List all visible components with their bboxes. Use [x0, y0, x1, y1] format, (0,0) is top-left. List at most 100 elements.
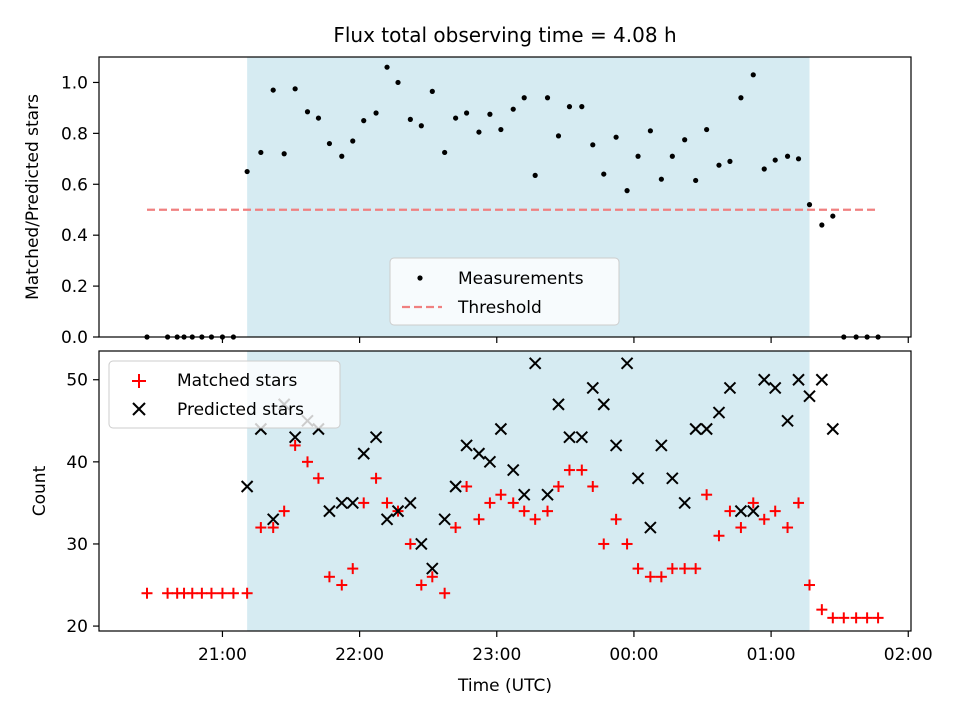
matched-star-point [552, 480, 564, 492]
measurement-point [784, 153, 791, 159]
measurement-point [521, 95, 527, 101]
matched-star-point [690, 563, 702, 575]
matched-star-point [347, 563, 359, 575]
predicted-star-point [346, 496, 359, 510]
predicted-star-point [563, 431, 576, 444]
predicted-star-point [507, 463, 520, 477]
matched-star-point [850, 612, 862, 624]
measurement-point [555, 133, 562, 139]
matched-star-point [793, 497, 805, 509]
measurement-point [361, 118, 367, 124]
predicted-star-point [723, 381, 737, 395]
bottom-y-tick-label: 40 [66, 453, 88, 473]
measurement-point [304, 109, 311, 115]
measurement-point [476, 129, 482, 135]
top-y-tick-label: 0.4 [61, 226, 88, 246]
bottom-y-tick-label: 30 [66, 535, 88, 555]
matched-star-point [529, 513, 541, 525]
predicted-star-point [426, 562, 439, 575]
bottom-x-ticks: 21:00 22:00 23:00 00:00 01:00 02:00 [198, 631, 933, 665]
bottom-y-tick-label: 50 [66, 371, 88, 391]
predicted-star-point [815, 373, 829, 386]
matched-star-point [542, 505, 554, 517]
predicted-star-point [494, 422, 508, 436]
predicted-star-point [689, 422, 702, 436]
top-y-tick-label: 0.0 [61, 328, 88, 348]
predicted-star-point [240, 480, 254, 493]
matched-star-point [323, 571, 335, 583]
bottom-y-ticks: 20 30 40 50 [66, 371, 99, 637]
top-y-tick-label: 0.8 [61, 124, 88, 144]
matched-star-point [426, 571, 438, 583]
matched-star-point [827, 612, 839, 624]
matched-star-point [518, 505, 530, 517]
matched-star-point [758, 513, 770, 525]
predicted-star-point [472, 447, 486, 460]
legend-matched-marker [132, 374, 146, 388]
predicted-star-point [620, 357, 634, 370]
measurement-point [601, 171, 607, 177]
predicted-star-point [460, 439, 473, 452]
top-y-ticks: 0.0 0.2 0.4 0.6 0.8 1.0 [61, 73, 99, 348]
predicted-star-point [266, 513, 280, 526]
bottom-axes-frame [98, 350, 912, 632]
matched-star-point [610, 513, 622, 525]
measurement-point [624, 188, 630, 194]
matched-star-point [587, 480, 599, 492]
x-tick-label: 23:00 [472, 645, 521, 665]
top-panel: Flux total observing time = 4.08 h 0.0 0.… [23, 23, 912, 348]
top-x-ticks [221, 337, 909, 343]
matched-star-point [701, 489, 713, 501]
matched-star-point [644, 571, 656, 583]
bottom-legend: Matched stars Predicted stars [108, 360, 341, 429]
measurement-point [373, 110, 379, 116]
matched-star-point [404, 538, 416, 550]
matched-star-point [872, 612, 884, 624]
measurement-point [281, 151, 287, 157]
bottom-y-tick-label: 20 [66, 617, 88, 637]
measurement-point [463, 110, 470, 116]
measurement-point [292, 86, 298, 92]
predicted-star-point [655, 439, 668, 452]
predicted-star-point [734, 504, 748, 518]
x-tick-label: 21:00 [198, 645, 247, 665]
matched-star-point [655, 571, 667, 583]
chart-title: Flux total observing time = 4.08 h [333, 23, 676, 47]
matched-star-point [336, 579, 348, 591]
measurement-point [579, 104, 585, 110]
measurement-point [750, 72, 756, 78]
matched-star-point [838, 612, 850, 624]
measurement-point [704, 126, 710, 133]
matched-star-point [484, 497, 496, 509]
x-tick-label: 00:00 [609, 645, 658, 665]
matched-star-point [370, 472, 382, 484]
matched-star-point [301, 456, 313, 468]
legend-measurements-marker [417, 275, 423, 281]
predicted-star-point [597, 398, 610, 411]
predicted-star-point [678, 496, 691, 510]
predicted-star-point [586, 381, 599, 395]
measurement-point [315, 115, 322, 121]
top-axes-frame [98, 56, 912, 338]
matched-star-point [381, 497, 393, 509]
measurement-point [693, 177, 699, 184]
measurement-point [566, 104, 573, 110]
measurement-point [716, 162, 722, 168]
predicted-star-point [483, 455, 497, 469]
predicted-star-point [666, 472, 679, 485]
predicted-star-point [609, 439, 623, 452]
matched-star-point [415, 579, 427, 591]
matched-star-point [205, 587, 217, 599]
bottom-y-axis-label: Count [30, 465, 50, 516]
matched-stars-points [141, 439, 884, 624]
matched-star-point [563, 464, 575, 476]
top-y-tick-label: 0.6 [61, 175, 88, 195]
predicted-star-point [391, 504, 405, 518]
legend-predicted-marker [132, 402, 146, 416]
matched-star-point [769, 505, 781, 517]
matched-star-point [816, 604, 828, 616]
predicted-star-point [792, 373, 805, 386]
matched-star-point [216, 587, 228, 599]
